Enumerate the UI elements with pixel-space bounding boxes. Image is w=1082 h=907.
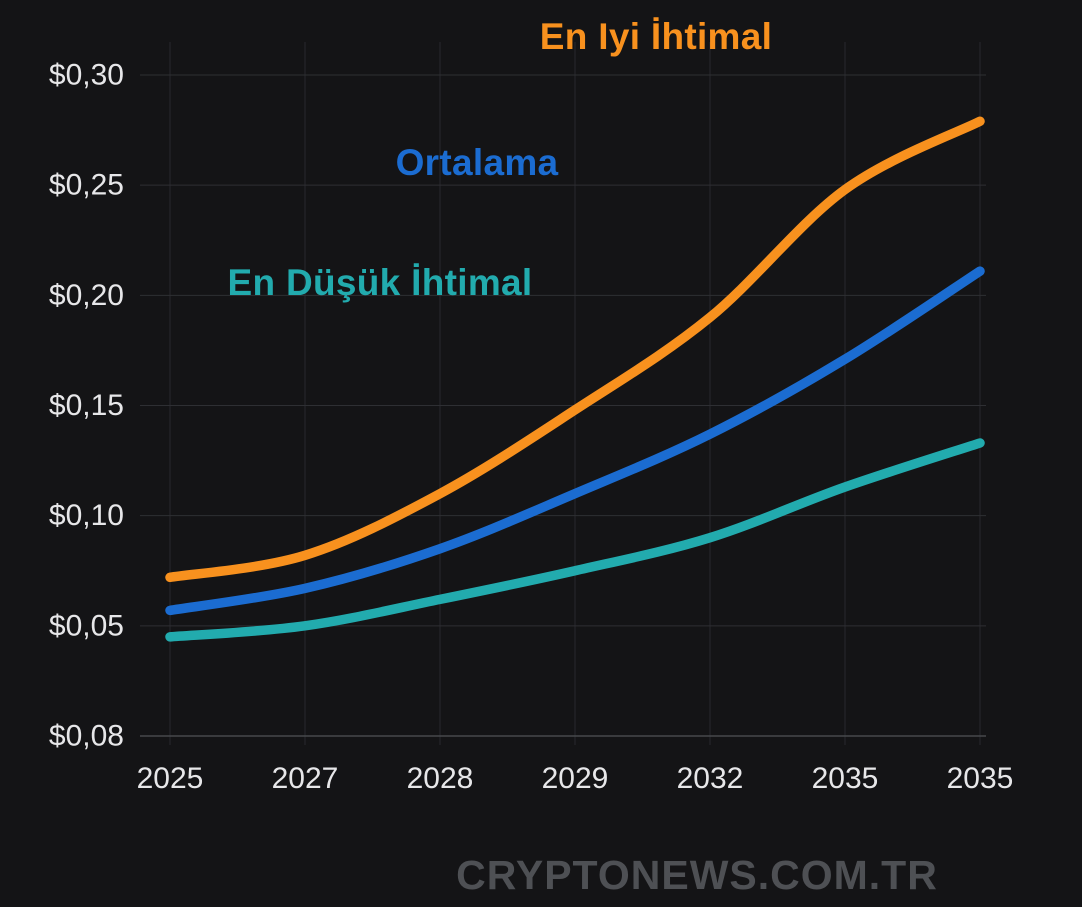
watermark-cryptonews: CRYPTONEWS.COM.TR (456, 852, 938, 898)
legend-best-case: En Iyi İhtimal (539, 16, 773, 57)
y-tick-label: $0,25 (49, 169, 124, 202)
x-tick-label: 2035 (812, 762, 879, 795)
legend-lowest-case: En Düşük İhtimal (227, 262, 533, 303)
series-line-average (165, 266, 985, 616)
y-tick-label: $0,05 (49, 609, 124, 642)
x-tick-label: 2029 (542, 762, 609, 795)
y-tick-label: $0,15 (49, 389, 124, 422)
x-tick-label: 2027 (272, 762, 339, 795)
x-tick-label: 2025 (137, 762, 204, 795)
series-line-lowest (165, 438, 985, 642)
legend-average-case: Ortalama (395, 142, 559, 183)
x-tick-label: 2032 (677, 762, 744, 795)
y-tick-label: $0,10 (49, 499, 124, 532)
x-tick-label: 2028 (407, 762, 474, 795)
y-tick-label: $0,20 (49, 279, 124, 312)
y-tick-label: $0,30 (49, 59, 124, 92)
series-line-best (165, 116, 985, 583)
x-tick-label: 2035 (947, 762, 1014, 795)
y-tick-label: $0,08 (49, 720, 124, 753)
